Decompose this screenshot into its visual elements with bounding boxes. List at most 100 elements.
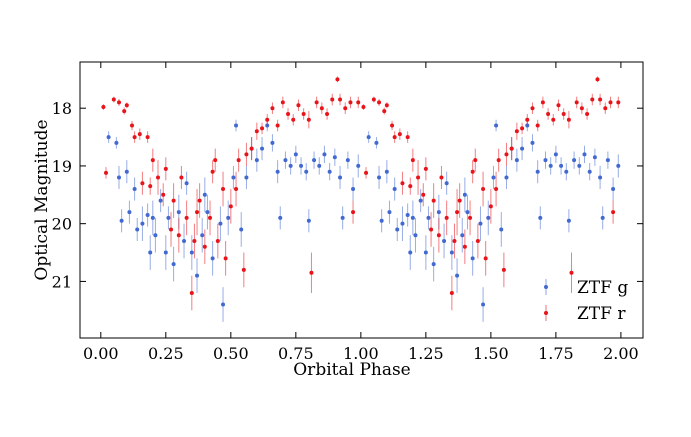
data-point (335, 77, 340, 82)
data-point (202, 244, 207, 249)
data-point (444, 215, 449, 220)
x-tick-label: 0.75 (278, 344, 314, 363)
data-point (169, 227, 174, 232)
data-point (345, 158, 350, 163)
data-point (283, 158, 288, 163)
data-point (390, 123, 395, 128)
data-point (150, 215, 155, 220)
data-point (470, 169, 475, 174)
data-point (566, 218, 571, 223)
data-point (124, 169, 129, 174)
data-point (400, 181, 405, 186)
x-tick-label: 1.25 (408, 344, 444, 363)
data-point (595, 77, 600, 82)
data-point (616, 100, 621, 105)
legend-r-marker (544, 311, 548, 315)
data-point (288, 163, 293, 168)
data-point (561, 111, 566, 116)
data-point (423, 166, 428, 171)
data-point (408, 184, 413, 189)
data-point (462, 244, 467, 249)
x-tick-label: 1.00 (343, 344, 379, 363)
data-point (280, 100, 285, 105)
data-point (275, 169, 280, 174)
data-point (176, 233, 181, 238)
data-point (377, 175, 382, 180)
data-point (379, 218, 384, 223)
data-point (395, 227, 400, 232)
data-point (213, 158, 218, 163)
data-point (546, 111, 551, 116)
plot-frame (79, 61, 644, 339)
data-point (140, 221, 145, 226)
data-point (592, 155, 597, 160)
data-point (278, 215, 283, 220)
data-point (488, 204, 493, 209)
data-point (478, 221, 483, 226)
data-point (145, 213, 150, 218)
data-point (270, 140, 275, 145)
data-point (462, 192, 467, 197)
data-point (117, 175, 122, 180)
data-point (460, 233, 465, 238)
data-point (184, 215, 189, 220)
data-point (309, 270, 314, 275)
data-point (148, 184, 153, 189)
data-point (171, 262, 176, 267)
data-point (429, 227, 434, 232)
legend-r-label: ZTF r (577, 304, 626, 324)
x-tick-label: 0.00 (83, 344, 119, 363)
data-point (468, 215, 473, 220)
data-point (543, 158, 548, 163)
data-point (538, 215, 543, 220)
data-point (179, 175, 184, 180)
data-point (616, 163, 621, 168)
data-point (210, 169, 215, 174)
y-tick-label: 19 (52, 157, 72, 176)
data-point (306, 218, 311, 223)
data-point (351, 187, 356, 192)
data-point (486, 215, 491, 220)
data-point (119, 218, 124, 223)
data-point (475, 238, 480, 243)
data-point (254, 129, 259, 134)
data-point (205, 210, 210, 215)
data-point (600, 215, 605, 220)
data-point (449, 250, 454, 255)
data-point (551, 117, 556, 122)
data-point (228, 204, 233, 209)
data-point (184, 181, 189, 186)
data-point (397, 132, 402, 137)
data-point (327, 169, 332, 174)
data-point (530, 140, 535, 145)
data-point (338, 97, 343, 102)
data-point (299, 163, 304, 168)
data-point (499, 227, 504, 232)
data-point (221, 187, 226, 192)
y-tick-label: 20 (52, 215, 72, 234)
data-point (564, 169, 569, 174)
data-point (314, 100, 319, 105)
data-point (481, 187, 486, 192)
data-point (418, 198, 423, 203)
data-point (124, 103, 129, 108)
data-point (163, 166, 168, 171)
data-point (148, 250, 153, 255)
data-point (104, 170, 109, 175)
data-point (150, 158, 155, 163)
data-point (293, 152, 298, 157)
data-point (416, 175, 421, 180)
data-point (494, 187, 499, 192)
data-point (114, 140, 119, 145)
data-point (356, 100, 361, 105)
data-point (574, 100, 579, 105)
data-point (260, 146, 265, 151)
data-point (135, 227, 140, 232)
data-point (163, 250, 168, 255)
data-point (325, 111, 330, 116)
data-point (525, 117, 530, 122)
data-point (473, 158, 478, 163)
data-point (234, 187, 239, 192)
data-point (530, 106, 535, 111)
data-point (470, 256, 475, 261)
